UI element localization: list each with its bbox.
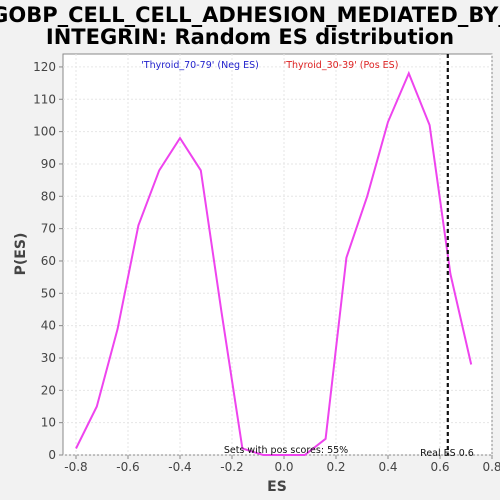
y-tick-label: 70	[41, 222, 56, 236]
y-tick-label: 20	[41, 383, 56, 397]
real-es-label: Real ES 0.6	[420, 448, 474, 459]
x-tick-label: -0.4	[168, 460, 191, 474]
y-tick-label: 90	[41, 157, 56, 171]
x-tick-label: 0.4	[378, 460, 397, 474]
x-tick-label: 0.2	[326, 460, 345, 474]
y-tick-label: 50	[41, 286, 56, 300]
chart-title-line-2: INTEGRIN: Random ES distribution	[46, 25, 454, 49]
x-tick-label: 0.6	[430, 460, 449, 474]
pos-es-label: 'Thyroid_30-39' (Pos ES)	[284, 60, 399, 71]
plot-area	[62, 53, 493, 456]
x-tick-label: -0.2	[220, 460, 243, 474]
x-axis-label: ES	[267, 479, 287, 495]
x-axis-ticks: -0.8 -0.6 -0.4 -0.2 0.0 0.2 0.4 0.6 0.8	[64, 455, 500, 474]
x-tick-label: 0.0	[274, 460, 293, 474]
y-tick-label: 100	[33, 125, 56, 139]
series-line	[75, 70, 473, 456]
y-tick-label: 80	[41, 189, 56, 203]
y-axis-label: P(ES)	[13, 233, 29, 276]
y-tick-label: 10	[41, 416, 56, 430]
x-tick-label: 0.8	[482, 460, 500, 474]
gridlines	[63, 54, 493, 456]
x-tick-label: -0.6	[116, 460, 139, 474]
y-tick-label: 30	[41, 351, 56, 365]
y-tick-label: 110	[33, 92, 56, 106]
x-tick-label: -0.8	[64, 460, 87, 474]
y-tick-label: 120	[33, 60, 56, 74]
y-axis-ticks: 0 10 20 30 40 50 60 70 80 90 100 110 120	[33, 60, 63, 462]
neg-es-label: 'Thyroid_70-79' (Neg ES)	[141, 60, 259, 71]
sets-pos-scores-label: Sets with pos scores: 55%	[224, 445, 348, 456]
y-tick-label: 60	[41, 254, 56, 268]
chart-title-line-1: GOBP_CELL_CELL_ADHESION_MEDIATED_BY_	[0, 3, 500, 27]
y-tick-label: 40	[41, 319, 56, 333]
y-tick-label: 0	[48, 448, 56, 462]
